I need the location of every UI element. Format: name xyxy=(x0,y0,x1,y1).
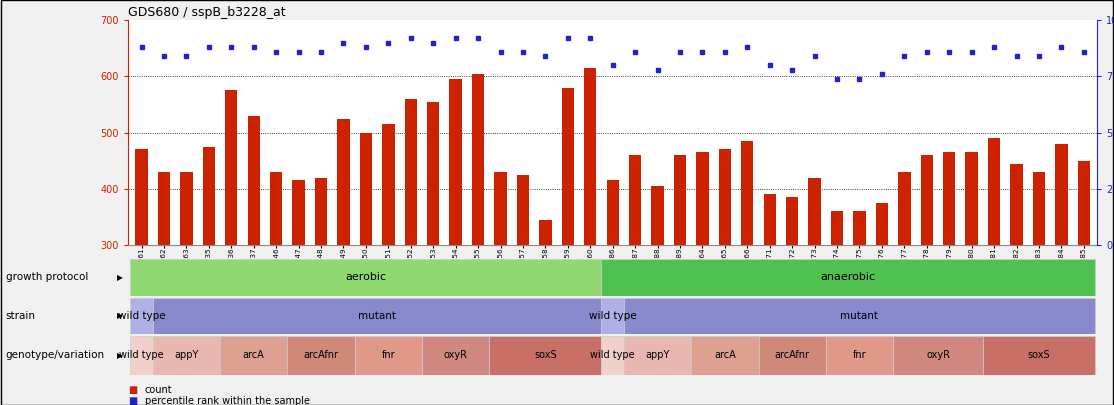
Bar xyxy=(517,175,529,245)
Text: ■: ■ xyxy=(128,396,137,405)
Text: wild type: wild type xyxy=(118,311,165,321)
Text: mutant: mutant xyxy=(358,311,397,321)
Bar xyxy=(944,152,956,245)
Bar xyxy=(225,90,237,245)
Bar xyxy=(652,186,664,245)
Bar xyxy=(404,99,417,245)
Bar xyxy=(221,336,287,375)
Text: growth protocol: growth protocol xyxy=(6,273,88,282)
Bar xyxy=(893,336,983,375)
Bar xyxy=(825,336,893,375)
Text: soxS: soxS xyxy=(534,350,557,360)
Bar xyxy=(674,155,686,245)
Bar xyxy=(449,79,462,245)
Text: oxyR: oxyR xyxy=(926,350,950,360)
Bar xyxy=(629,155,642,245)
Bar xyxy=(270,172,282,245)
Bar xyxy=(920,155,932,245)
Bar xyxy=(624,336,691,375)
Text: fnr: fnr xyxy=(852,350,867,360)
Bar xyxy=(1033,172,1045,245)
Bar xyxy=(691,336,759,375)
Bar xyxy=(966,152,978,245)
Bar xyxy=(495,172,507,245)
Text: arcA: arcA xyxy=(714,350,735,360)
Bar xyxy=(180,172,193,245)
Bar xyxy=(763,194,776,245)
Bar xyxy=(130,336,153,375)
Bar xyxy=(153,298,602,334)
Bar xyxy=(203,147,215,245)
Bar xyxy=(489,336,602,375)
Bar xyxy=(1055,144,1067,245)
Bar xyxy=(360,133,372,245)
Bar xyxy=(602,336,624,375)
Text: appY: appY xyxy=(645,350,670,360)
Bar xyxy=(472,74,485,245)
Bar xyxy=(136,149,148,245)
Bar xyxy=(130,259,602,296)
Text: ▶: ▶ xyxy=(117,273,123,282)
Text: GDS680 / sspB_b3228_at: GDS680 / sspB_b3228_at xyxy=(128,6,285,19)
Text: oxyR: oxyR xyxy=(443,350,468,360)
Bar xyxy=(354,336,422,375)
Bar xyxy=(983,336,1095,375)
Bar xyxy=(293,180,305,245)
Text: strain: strain xyxy=(6,311,36,321)
Text: ▶: ▶ xyxy=(117,351,123,360)
Bar xyxy=(809,178,821,245)
Text: count: count xyxy=(145,385,173,394)
Bar xyxy=(1010,164,1023,245)
Text: aerobic: aerobic xyxy=(345,273,387,282)
Bar xyxy=(831,211,843,245)
Bar xyxy=(786,197,799,245)
Bar xyxy=(427,102,439,245)
Bar xyxy=(287,336,354,375)
Bar xyxy=(561,88,574,245)
Bar xyxy=(853,211,866,245)
Bar xyxy=(130,298,153,334)
Bar xyxy=(422,336,489,375)
Bar xyxy=(876,203,888,245)
Text: appY: appY xyxy=(174,350,198,360)
Text: percentile rank within the sample: percentile rank within the sample xyxy=(145,396,310,405)
Bar xyxy=(539,220,551,245)
Text: wild type: wild type xyxy=(119,350,164,360)
Text: anaerobic: anaerobic xyxy=(821,273,876,282)
Text: genotype/variation: genotype/variation xyxy=(6,350,105,360)
Bar xyxy=(719,149,731,245)
Bar xyxy=(759,336,825,375)
Bar xyxy=(1077,161,1089,245)
Bar xyxy=(158,172,170,245)
Text: arcAfnr: arcAfnr xyxy=(774,350,810,360)
Bar xyxy=(602,298,624,334)
Bar xyxy=(247,116,260,245)
Text: soxS: soxS xyxy=(1027,350,1051,360)
Bar xyxy=(382,124,394,245)
Bar xyxy=(315,178,328,245)
Bar xyxy=(153,336,221,375)
Bar xyxy=(988,138,1000,245)
Bar xyxy=(338,119,350,245)
Bar xyxy=(602,259,1095,296)
Bar xyxy=(741,141,753,245)
Text: arcAfnr: arcAfnr xyxy=(303,350,339,360)
Text: wild type: wild type xyxy=(589,311,636,321)
Text: ▶: ▶ xyxy=(117,311,123,320)
Bar xyxy=(898,172,910,245)
Text: arcA: arcA xyxy=(243,350,265,360)
Text: fnr: fnr xyxy=(381,350,395,360)
Bar xyxy=(624,298,1095,334)
Text: ■: ■ xyxy=(128,385,137,394)
Bar xyxy=(696,152,709,245)
Bar xyxy=(606,180,619,245)
Bar xyxy=(584,68,596,245)
Text: wild type: wild type xyxy=(590,350,635,360)
Text: mutant: mutant xyxy=(840,311,879,321)
